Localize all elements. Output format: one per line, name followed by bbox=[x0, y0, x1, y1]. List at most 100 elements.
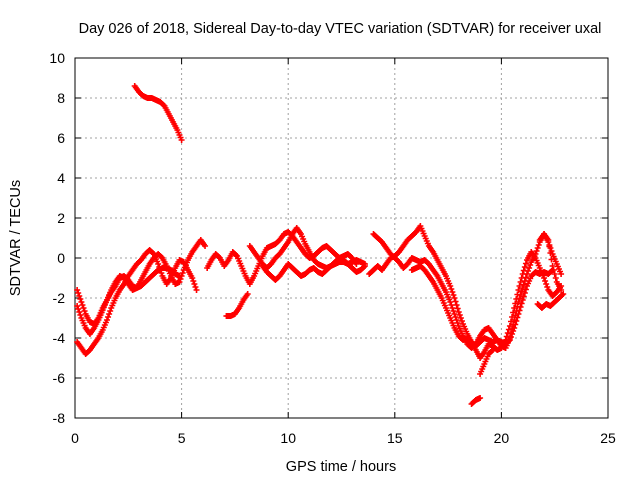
data-point-marker bbox=[518, 288, 525, 295]
plot-frame bbox=[74, 57, 609, 419]
y-tick-label: -4 bbox=[53, 330, 66, 346]
data-point-marker bbox=[518, 275, 525, 281]
data-point-marker bbox=[542, 278, 549, 284]
data-point-marker bbox=[520, 293, 527, 300]
data-point-marker bbox=[518, 300, 525, 307]
data-point-marker bbox=[549, 263, 556, 269]
series-arc-3 bbox=[74, 247, 200, 357]
data-point-marker bbox=[455, 309, 462, 315]
data-point-marker bbox=[179, 270, 186, 276]
axis-ticks bbox=[74, 57, 609, 419]
series-arc-7 bbox=[259, 251, 360, 283]
data-point-marker bbox=[75, 290, 82, 296]
data-point-marker bbox=[191, 281, 198, 287]
data-point-marker bbox=[520, 281, 527, 288]
data-point-marker bbox=[521, 264, 528, 270]
data-point-marker bbox=[488, 348, 495, 354]
y-tick-label: 2 bbox=[57, 210, 65, 226]
chart-title: Day 026 of 2018, Sidereal Day-to-day VTE… bbox=[79, 21, 602, 37]
data-point-marker bbox=[516, 283, 523, 289]
series-arc-4 bbox=[131, 83, 185, 143]
x-axis-label: GPS time / hours bbox=[286, 459, 396, 475]
data-point-marker bbox=[504, 330, 511, 336]
data-point-marker bbox=[149, 250, 156, 256]
data-point-marker bbox=[551, 271, 558, 277]
series-arc-11 bbox=[408, 249, 565, 361]
y-tick-label: 4 bbox=[57, 170, 65, 186]
data-point-marker bbox=[458, 318, 465, 324]
data-point-marker bbox=[450, 308, 457, 314]
data-point-marker bbox=[449, 289, 456, 295]
y-tick-label: -2 bbox=[53, 290, 66, 306]
data-point-marker bbox=[155, 261, 162, 267]
data-point-marker bbox=[451, 295, 458, 301]
data-point-marker bbox=[107, 308, 114, 314]
data-point-marker bbox=[520, 267, 527, 274]
data-point-marker bbox=[77, 296, 84, 302]
data-point-marker bbox=[522, 286, 529, 293]
data-point-marker bbox=[178, 273, 185, 279]
data-point-marker bbox=[521, 290, 528, 296]
data-point-marker bbox=[503, 333, 510, 340]
x-tick-label: 0 bbox=[71, 430, 79, 446]
data-point-marker bbox=[506, 323, 513, 329]
data-point-marker bbox=[534, 245, 541, 251]
y-tick-label: 10 bbox=[49, 50, 65, 66]
data-point-marker bbox=[453, 302, 460, 308]
series-arc-15 bbox=[536, 231, 565, 293]
data-point-marker bbox=[522, 260, 529, 267]
data-point-marker bbox=[544, 284, 551, 290]
data-point-marker bbox=[79, 302, 86, 308]
x-tick-labels: 0 5 10 15 20 25 bbox=[71, 430, 616, 446]
y-tick-label: -6 bbox=[53, 370, 66, 386]
data-point-marker bbox=[78, 299, 85, 305]
data-point-marker bbox=[449, 305, 456, 311]
data-point-marker bbox=[176, 279, 183, 285]
data-point-marker bbox=[103, 317, 110, 323]
data-point-marker bbox=[80, 305, 87, 311]
data-point-marker bbox=[177, 276, 184, 282]
data-point-marker bbox=[106, 311, 113, 317]
data-point-marker bbox=[521, 278, 528, 284]
x-tick-label: 10 bbox=[280, 430, 296, 446]
series-arc-12 bbox=[477, 347, 496, 377]
data-point-marker bbox=[550, 267, 557, 273]
data-point-marker bbox=[232, 252, 239, 258]
data-point-marker bbox=[533, 248, 540, 254]
data-point-marker bbox=[454, 320, 461, 326]
data-point-marker bbox=[75, 306, 82, 312]
y-tick-labels: -8 -6 -4 -2 0 2 4 6 8 10 bbox=[49, 50, 65, 426]
data-point-marker bbox=[552, 275, 559, 281]
data-point-marker bbox=[558, 271, 565, 277]
data-point-marker bbox=[560, 291, 567, 297]
data-point-marker bbox=[513, 296, 520, 302]
data-point-marker bbox=[505, 326, 512, 333]
data-point-marker bbox=[452, 298, 459, 305]
data-point-marker bbox=[535, 242, 542, 248]
data-point-marker bbox=[541, 275, 548, 281]
data-point-marker bbox=[477, 395, 484, 401]
data-point-marker bbox=[192, 284, 199, 290]
data-point-marker bbox=[519, 271, 526, 277]
x-tick-label: 15 bbox=[387, 430, 403, 446]
series-arc-14 bbox=[534, 291, 567, 311]
data-markers bbox=[74, 83, 567, 407]
data-point-marker bbox=[450, 292, 457, 298]
data-point-marker bbox=[558, 287, 565, 293]
y-tick-label: 0 bbox=[57, 250, 65, 266]
data-point-marker bbox=[509, 314, 516, 320]
data-point-marker bbox=[543, 281, 550, 287]
data-point-marker bbox=[156, 264, 163, 270]
data-point-marker bbox=[519, 285, 526, 291]
series-arc-8 bbox=[223, 291, 251, 319]
data-point-marker bbox=[448, 286, 455, 292]
data-point-marker bbox=[512, 300, 519, 307]
data-point-marker bbox=[451, 311, 458, 317]
data-point-marker bbox=[202, 243, 209, 249]
data-point-marker bbox=[454, 305, 461, 312]
series-arc-2 bbox=[74, 237, 209, 337]
data-point-marker bbox=[81, 308, 88, 314]
data-point-marker bbox=[157, 267, 164, 273]
